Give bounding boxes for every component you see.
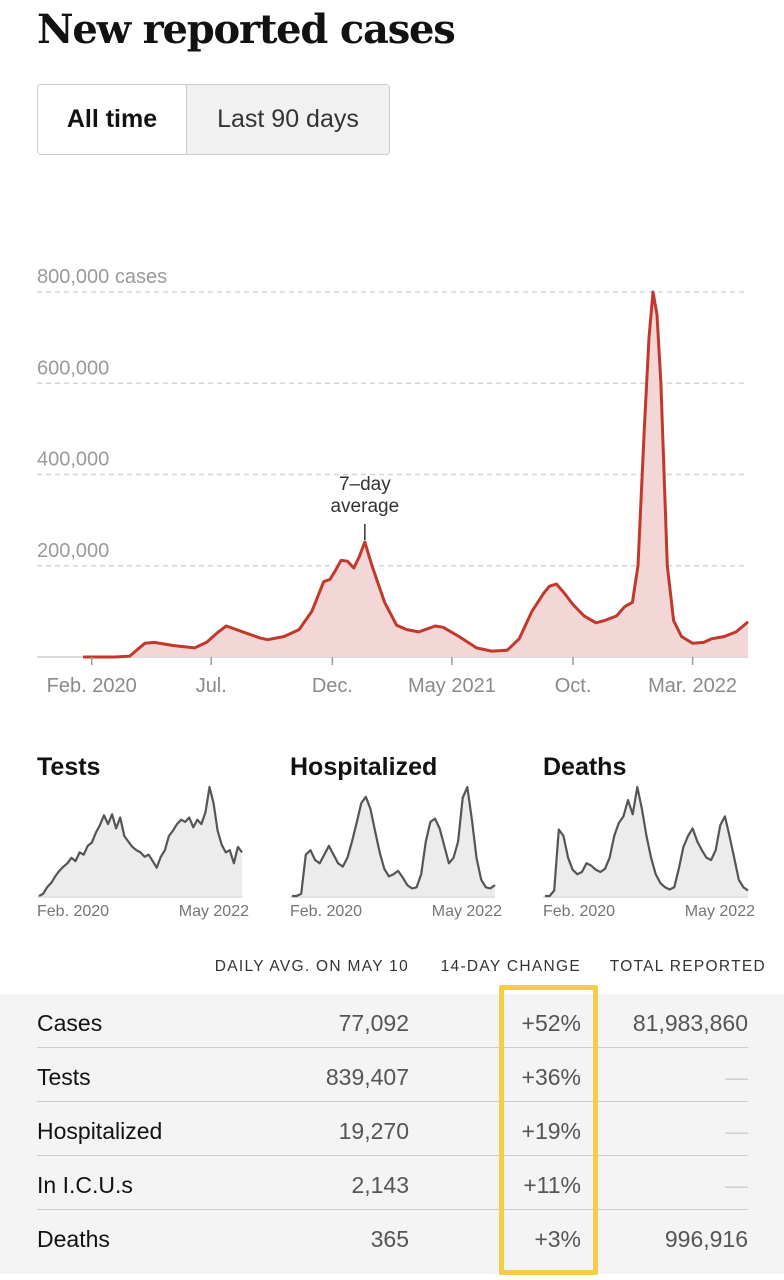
mini-chart-plot [290,785,496,898]
annotation-label: 7–day [339,474,391,495]
row-label: Deaths [37,1226,110,1252]
row-daily-avg: 2,143 [351,1172,409,1198]
time-range-toggle: All time Last 90 days [37,84,390,155]
header-daily-avg: DAILY AVG. ON MAY 10 [214,958,409,975]
mini-area-fill [292,787,495,896]
mini-charts-row: Tests Feb. 2020 May 2022 Hospitalized Fe… [0,745,784,945]
header-total-reported: TOTAL REPORTED [609,958,766,975]
table-row-hospitalized: Hospitalized 19,270 +19% — [37,1102,748,1156]
mini-chart-title: Tests [37,753,101,781]
row-14-day-change: +52% [521,1010,581,1036]
page-title: New reported cases [37,6,456,53]
mini-chart-plot [543,785,749,898]
mini-chart-start-label: Feb. 2020 [290,903,363,920]
row-14-day-change: +19% [521,1118,581,1144]
y-tick-label: 200,000 [37,540,109,562]
table-row-tests: Tests 839,407 +36% — [37,1048,748,1102]
row-14-day-change: +11% [523,1172,581,1198]
row-total: 81,983,860 [632,1010,748,1036]
row-total: 996,916 [664,1226,748,1252]
mini-series-line [292,785,496,898]
row-label: Hospitalized [37,1118,163,1144]
mini-chart-hospitalized[interactable]: Hospitalized Feb. 2020 May 2022 [290,745,502,935]
mini-chart-title: Deaths [543,753,627,781]
table-row-icu: In I.C.U.s 2,143 +11% — [37,1156,748,1210]
x-tick-label: Dec. [312,675,353,697]
row-label: In I.C.U.s [37,1172,133,1198]
mini-chart-start-label: Feb. 2020 [543,903,616,920]
change-column-highlight [499,985,598,1275]
mini-chart-plot [37,785,243,898]
x-tick-label: Mar. 2022 [648,675,737,697]
y-tick-label: 800,000 cases [37,266,167,288]
x-tick-label: Feb. 2020 [47,675,137,697]
table-row-cases: Cases 77,092 +52% 81,983,860 [37,994,748,1048]
x-tick-label: Oct. [555,675,592,697]
mini-chart-tests[interactable]: Tests Feb. 2020 May 2022 [37,745,249,935]
stats-table: Cases 77,092 +52% 81,983,860 Tests 839,4… [0,994,784,1274]
mini-chart-deaths[interactable]: Deaths Feb. 2020 May 2022 [543,745,755,935]
mini-chart-start-label: Feb. 2020 [37,903,110,920]
row-total: — [725,1172,748,1198]
mini-series-line [545,785,749,898]
table-row-deaths: Deaths 365 +3% 996,916 [37,1210,748,1264]
mini-area-fill [545,787,748,896]
row-daily-avg: 839,407 [325,1064,409,1090]
cases-area-chart: 200,000 400,000 600,000 800,000 cases Feb. 2… [37,266,749,697]
mini-chart-end-label: May 2022 [178,903,249,920]
row-daily-avg: 365 [370,1226,409,1252]
mini-area-fill [39,787,242,896]
row-daily-avg: 77,092 [338,1010,409,1036]
y-tick-label: 400,000 [37,449,109,471]
tab-all-time[interactable]: All time [38,85,187,154]
mini-chart-end-label: May 2022 [431,903,502,920]
stats-table-header: DAILY AVG. ON MAY 10 14-DAY CHANGE TOTAL… [0,958,784,982]
mini-chart-end-label: May 2022 [684,903,755,920]
row-label: Cases [37,1010,103,1036]
x-tick-label: May 2021 [408,675,496,697]
mini-series-line [38,785,243,897]
row-total: — [725,1118,748,1144]
row-label: Tests [37,1064,91,1090]
annotation-label: average [330,496,399,517]
header-14-day-change: 14-DAY CHANGE [440,958,581,975]
y-tick-label: 600,000 [37,357,109,379]
mini-chart-title: Hospitalized [290,753,438,781]
seven-day-average-line [83,290,749,659]
tab-last-90-days[interactable]: Last 90 days [187,85,389,154]
row-daily-avg: 19,270 [338,1118,409,1144]
row-total: — [725,1064,748,1090]
x-tick-label: Jul. [196,675,227,697]
row-14-day-change: +3% [534,1226,581,1252]
row-14-day-change: +36% [521,1064,581,1090]
